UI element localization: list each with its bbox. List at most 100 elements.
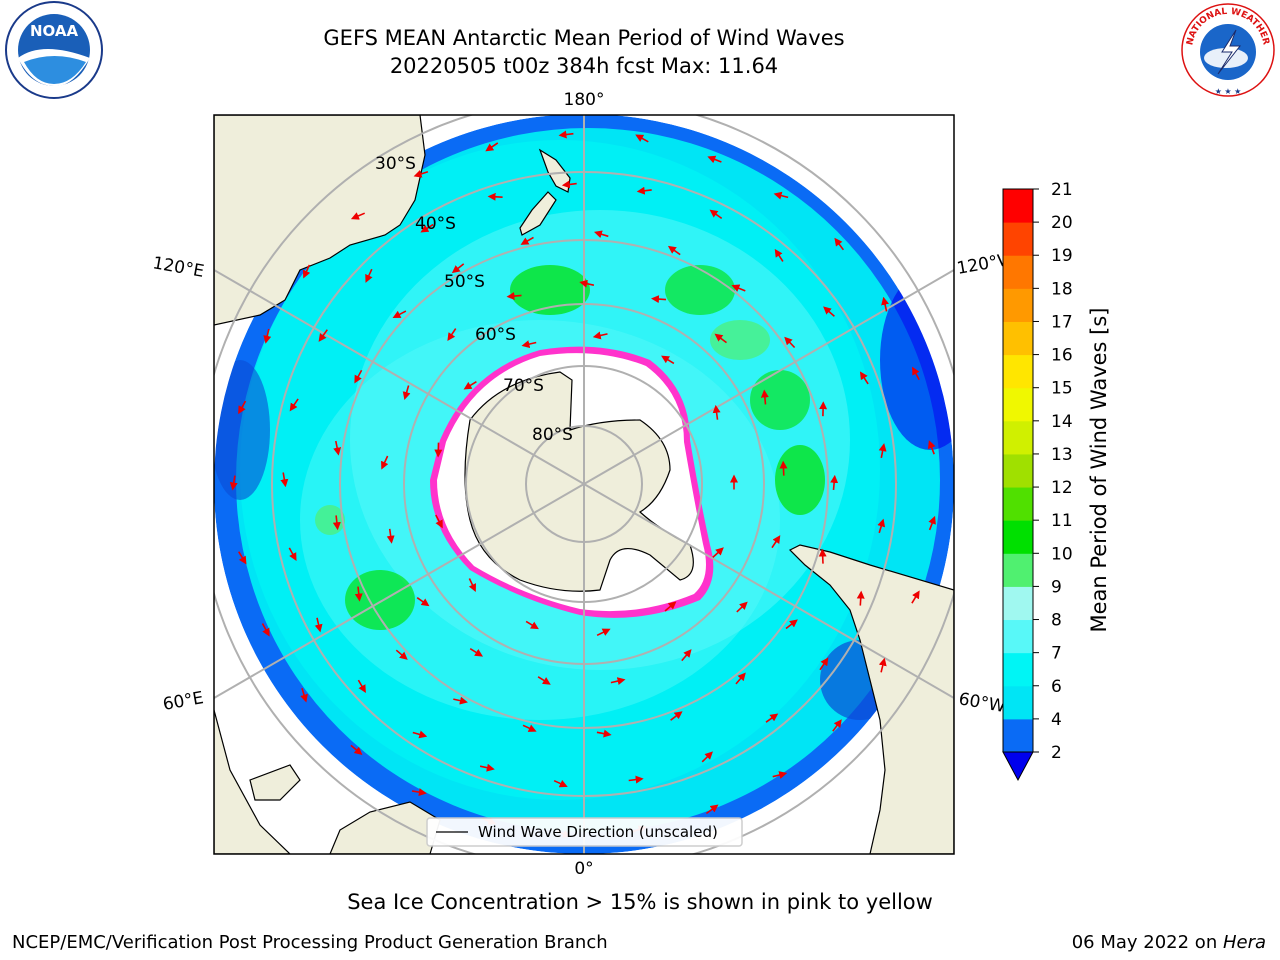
wind-wave-direction-arrows [229, 130, 936, 838]
australia-land [214, 115, 426, 326]
wave-direction-arrow [485, 142, 499, 152]
noaa-logo: NOAA [5, 1, 103, 99]
wave-direction-arrow [416, 597, 430, 607]
wave-direction-arrow [859, 371, 869, 385]
wave-direction-arrow [709, 209, 723, 220]
wave-direction-arrow [774, 248, 784, 262]
wave-direction-arrow [453, 696, 468, 705]
wave-direction-arrow [701, 751, 713, 763]
wave-direction-arrow [412, 730, 428, 739]
wave-direction-arrow [765, 713, 779, 723]
wave-direction-arrow [332, 515, 341, 531]
wave-direction-arrow [411, 788, 427, 797]
wave-direction-arrow [302, 264, 311, 279]
wave-direction-arrow [300, 687, 308, 703]
wave-direction-arrow [714, 333, 727, 344]
lat-label-40s: 40°S [415, 214, 456, 234]
wave-direction-arrow [413, 170, 429, 178]
wave-direction-arrow [635, 134, 649, 143]
lat-label-70s: 70°S [503, 376, 544, 396]
wave-direction-arrow [856, 590, 865, 606]
wave-direction-arrow [280, 472, 289, 488]
wave-direction-arrow [592, 331, 608, 340]
wave-direction-arrow [365, 268, 373, 283]
africa-south-land [329, 801, 441, 854]
arrow-legend: Wind Wave Direction (unscaled) [426, 817, 743, 847]
wave-direction-arrow [350, 212, 366, 220]
wave-direction-arrow [263, 328, 272, 344]
south-america-land [788, 544, 954, 854]
wave-direction-arrow [506, 292, 522, 301]
wave-direction-arrow [667, 245, 681, 256]
wave-direction-arrow [392, 310, 407, 319]
lat-label-50s: 50°S [444, 272, 485, 292]
wave-direction-arrow [830, 474, 839, 490]
madagascar-land [249, 764, 301, 801]
wave-direction-arrow [596, 729, 612, 738]
lat-label-60s: 60°S [475, 325, 516, 345]
wave-direction-arrow [558, 130, 574, 139]
map-frame [213, 114, 955, 855]
wave-direction-arrow [593, 230, 609, 239]
wave-direction-arrow [520, 236, 534, 245]
wave-direction-arrow [318, 329, 328, 342]
wave-direction-arrow [469, 648, 484, 657]
wave-direction-arrow [354, 369, 363, 384]
wave-direction-arrow [661, 355, 675, 365]
wave-direction-arrow [537, 676, 551, 685]
wave-direction-arrow [579, 279, 595, 288]
wave-direction-arrow [819, 657, 829, 671]
wave-direction-arrow [468, 578, 476, 593]
noaa-logo-text: NOAA [30, 22, 79, 40]
new-zealand-south-land [519, 191, 557, 236]
wave-direction-arrow [402, 385, 411, 400]
wave-direction-arrow [878, 443, 887, 459]
wave-direction-arrow [771, 535, 781, 549]
wave-direction-arrow [628, 775, 644, 784]
wave-direction-arrow [834, 237, 845, 251]
wave-direction-arrow [521, 340, 537, 348]
wave-direction-arrow [261, 623, 270, 637]
wave-direction-arrow [350, 744, 363, 755]
wave-direction-arrow [832, 719, 842, 732]
lon-label-60e: 60°E [161, 688, 205, 715]
wave-direction-arrow [420, 223, 434, 233]
lat-label-80s: 80°S [532, 425, 573, 445]
footer-system: Hera [1222, 932, 1266, 953]
wave-direction-arrow [651, 295, 667, 304]
wave-direction-arrow [736, 601, 748, 613]
wave-direction-arrow [354, 586, 363, 602]
chart-title: GEFS MEAN Antarctic Mean Period of Wind … [323, 26, 845, 50]
wave-direction-arrow [288, 547, 297, 562]
chart-subtitle: 20220505 t00z 384h fcst Max: 11.64 [389, 54, 779, 78]
wave-direction-arrow [610, 677, 626, 685]
lon-label-120w: 120°W [955, 249, 1016, 279]
wave-direction-arrow [731, 284, 746, 292]
wave-direction-arrow [670, 711, 683, 721]
wave-direction-arrow [522, 724, 537, 732]
wave-direction-arrow [314, 617, 323, 633]
wave-direction-arrow [238, 551, 247, 565]
wave-direction-arrow [357, 679, 366, 694]
wave-direction-arrow [712, 547, 724, 558]
wave-direction-arrow [773, 191, 789, 200]
wave-direction-arrow [435, 514, 443, 529]
lon-label-0: 0° [574, 859, 593, 879]
wave-direction-arrow [479, 763, 495, 772]
wave-direction-arrow [386, 528, 395, 544]
wave-direction-arrow [447, 328, 457, 342]
lon-label-120e: 120°E [151, 253, 205, 282]
wave-direction-arrow [463, 381, 477, 390]
wave-direction-arrow [912, 366, 920, 381]
wave-direction-arrow [229, 475, 238, 491]
arrow-legend-label: Wind Wave Direction (unscaled) [478, 823, 718, 841]
wave-direction-arrow [238, 400, 247, 415]
lon-label-60w: 60°W [957, 689, 1007, 717]
continents [214, 115, 954, 854]
wave-direction-arrow [451, 263, 465, 274]
nws-logo: NATIONAL WEATHER SERVICE ★ ★ ★ [1178, 0, 1275, 97]
wave-direction-arrow [712, 404, 721, 420]
wave-direction-arrow [553, 779, 568, 788]
wave-direction-arrow [928, 515, 936, 531]
